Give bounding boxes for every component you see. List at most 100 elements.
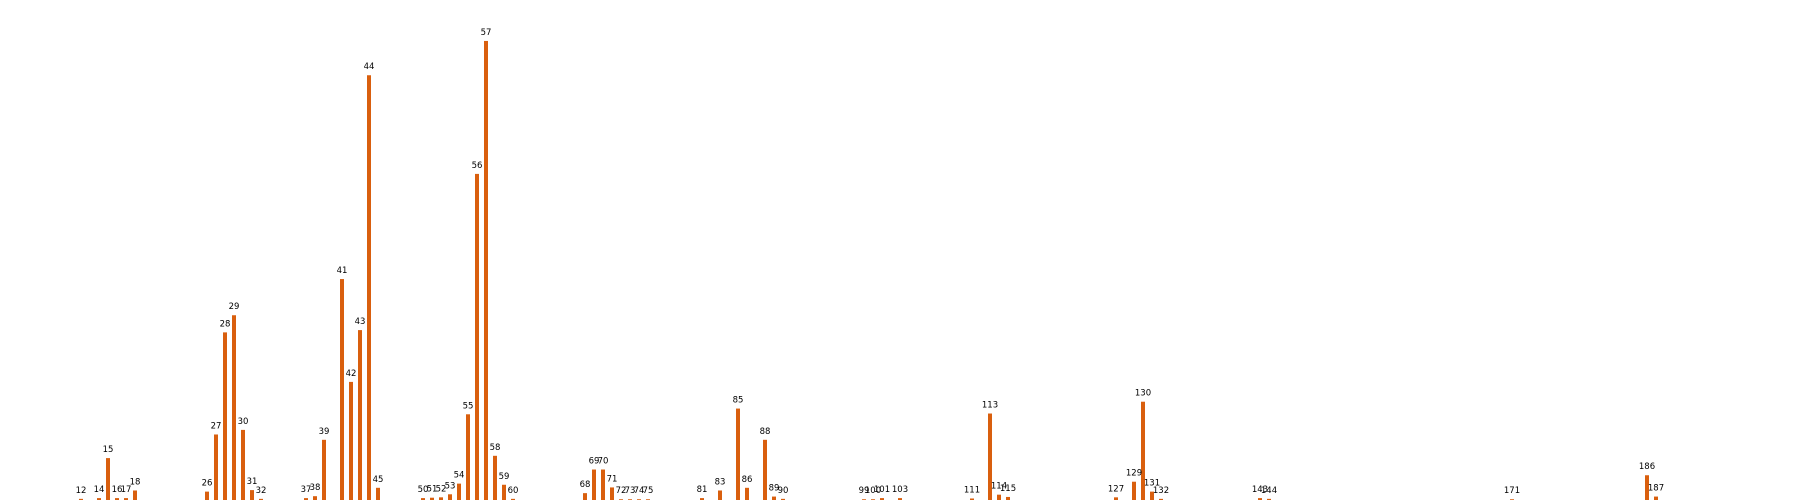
bar-label-131: 131 [1144,479,1160,489]
bar-label-30: 30 [238,417,249,427]
bar-label-83: 83 [715,477,726,487]
bar-label-111: 111 [964,485,980,495]
bar-39 [322,439,326,500]
bar-187 [1654,496,1658,500]
bar-17 [124,498,128,500]
bar-label-37: 37 [301,485,312,495]
bar-label-45: 45 [373,475,384,485]
bar-label-16: 16 [112,485,123,495]
bar-label-103: 103 [892,485,908,495]
bar-label-12: 12 [76,486,87,496]
bar-113 [988,413,992,500]
bar-label-38: 38 [310,483,321,493]
bar-29 [232,315,236,500]
bar-69 [592,469,596,500]
bar-label-42: 42 [346,369,357,379]
bar-label-85: 85 [733,396,744,406]
bar-label-130: 130 [1135,389,1151,399]
bar-label-27: 27 [211,421,222,431]
bar-54 [457,483,461,500]
bar-label-75: 75 [643,486,654,496]
bar-56 [475,173,479,500]
bar-81 [700,498,704,500]
bar-26 [205,491,209,500]
bar-label-39: 39 [319,427,330,437]
bar-label-29: 29 [229,302,240,312]
bar-label-132: 132 [1153,486,1169,496]
bar-label-86: 86 [742,475,753,485]
bar-68 [583,493,587,500]
bar-60 [511,498,515,500]
bar-71 [610,487,614,500]
bar-label-50: 50 [418,485,429,495]
bar-131 [1150,491,1154,500]
bar-52 [439,497,443,500]
bar-129 [1132,481,1136,500]
bar-50 [421,498,425,500]
bar-115 [1006,496,1010,500]
bar-label-60: 60 [508,486,519,496]
bar-label-71: 71 [607,474,618,484]
bar-59 [502,484,506,500]
bar-label-31: 31 [247,477,258,487]
bar-label-14: 14 [94,485,105,495]
bar-16 [115,498,119,500]
bar-70 [601,469,605,500]
bar-label-100: 100 [865,486,881,496]
bar-label-15: 15 [103,445,114,455]
bar-42 [349,381,353,500]
bar-label-89: 89 [769,484,780,494]
bar-label-114: 114 [991,482,1007,492]
bar-label-113: 113 [982,401,998,411]
bar-30 [241,429,245,500]
bar-label-57: 57 [481,28,492,38]
bar-18 [133,490,137,500]
bar-15 [106,458,110,500]
bar-label-144: 144 [1261,486,1277,496]
bar-130 [1141,401,1145,500]
bar-label-73: 73 [625,486,636,496]
bars-group [79,40,1658,500]
bar-83 [718,490,722,500]
bar-101 [880,498,884,500]
bar-111 [970,498,974,500]
bar-89 [772,496,776,500]
bar-85 [736,408,740,500]
bar-label-187: 187 [1648,484,1664,494]
bar-label-56: 56 [472,161,483,171]
bar-label-28: 28 [220,319,231,329]
bar-label-90: 90 [778,486,789,496]
bar-28 [223,332,227,500]
bar-53 [448,494,452,500]
bar-label-43: 43 [355,317,366,327]
bar-51 [430,497,434,500]
bar-32 [259,498,263,500]
bar-label-58: 58 [490,443,501,453]
bar-label-74: 74 [634,486,645,496]
bar-label-51: 51 [427,485,438,495]
bar-label-101: 101 [874,485,890,495]
bar-label-32: 32 [256,486,267,496]
bar-label-44: 44 [364,62,375,72]
bar-132 [1159,498,1163,500]
bar-41 [340,279,344,500]
bar-label-127: 127 [1108,484,1124,494]
bar-label-81: 81 [697,485,708,495]
bar-label-59: 59 [499,472,510,482]
bar-label-115: 115 [1000,484,1016,494]
bar-88 [763,439,767,500]
bar-127 [1114,497,1118,500]
bar-38 [313,496,317,500]
bar-label-26: 26 [202,479,213,489]
bar-label-68: 68 [580,480,591,490]
bar-label-54: 54 [454,471,465,481]
bar-label-41: 41 [337,266,348,276]
bar-86 [745,487,749,500]
bar-55 [466,414,470,500]
bar-27 [214,434,218,500]
bar-label-171: 171 [1504,486,1520,496]
bar-label-72: 72 [616,486,627,496]
bar-114 [997,494,1001,500]
